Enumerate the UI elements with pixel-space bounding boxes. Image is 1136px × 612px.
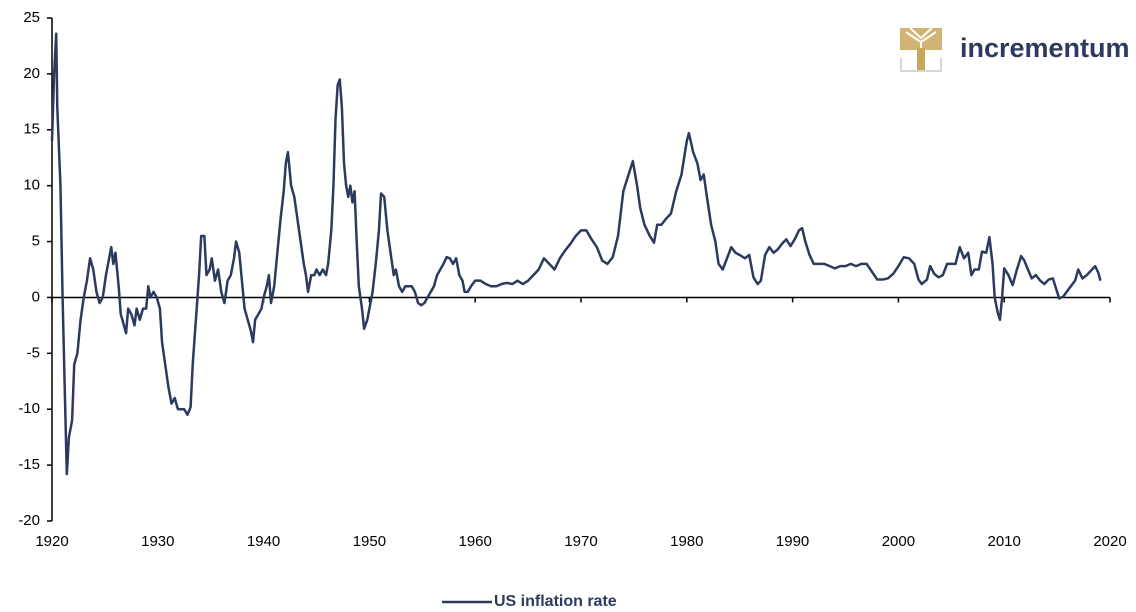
x-tick-label: 2000 bbox=[882, 533, 915, 550]
y-tick-label: 10 bbox=[23, 177, 40, 194]
y-tick-label: 5 bbox=[32, 233, 40, 250]
y-tick-label: -20 bbox=[18, 512, 40, 529]
x-tick-label: 2010 bbox=[988, 533, 1021, 550]
y-tick-label: -15 bbox=[18, 456, 40, 473]
y-tick-label: 20 bbox=[23, 65, 40, 82]
x-tick-label: 1950 bbox=[353, 533, 386, 550]
y-tick-label: 0 bbox=[32, 288, 40, 305]
logo-text: incrementum bbox=[960, 33, 1130, 63]
logo-icon bbox=[900, 27, 942, 72]
x-tick-label: 1970 bbox=[564, 533, 597, 550]
y-tick-label: 25 bbox=[23, 9, 40, 26]
legend-label: US inflation rate bbox=[494, 593, 617, 610]
y-tick-label: -10 bbox=[18, 400, 40, 417]
x-tick-label: 1930 bbox=[141, 533, 174, 550]
data-line bbox=[50, 32, 1102, 476]
x-tick-label: 1990 bbox=[776, 533, 809, 550]
x-tick-label: 1940 bbox=[247, 533, 280, 550]
x-tick-label: 2020 bbox=[1093, 533, 1126, 550]
x-tick-label: 1920 bbox=[35, 533, 68, 550]
y-tick-label: -5 bbox=[27, 344, 40, 361]
y-tick-label: 15 bbox=[23, 121, 40, 138]
x-tick-label: 1980 bbox=[670, 533, 703, 550]
x-tick-label: 1960 bbox=[459, 533, 492, 550]
